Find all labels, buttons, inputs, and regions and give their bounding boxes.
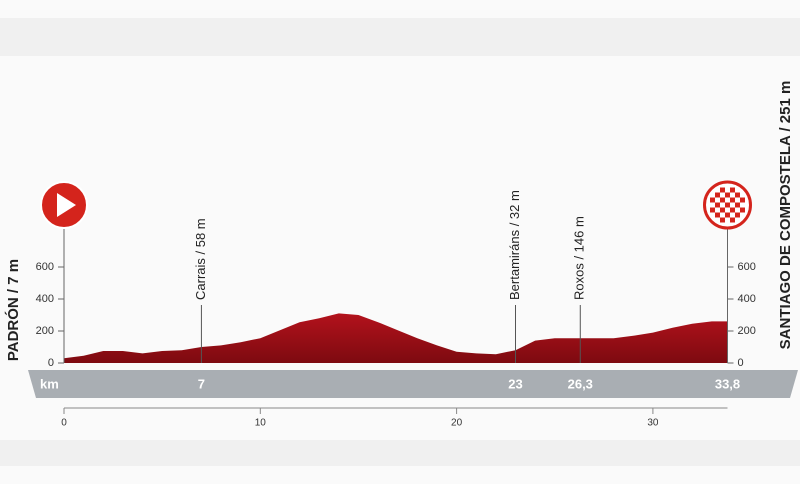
checker <box>740 207 745 213</box>
checker <box>720 207 725 213</box>
checker <box>710 207 715 213</box>
x-tick-label: 20 <box>451 418 463 429</box>
checker <box>735 212 740 218</box>
checker <box>730 217 735 223</box>
waypoint-label: Carrais / 58 m <box>193 218 208 300</box>
checker <box>715 202 720 208</box>
checker <box>725 202 730 208</box>
checker <box>730 197 735 203</box>
y-tick-label: 600 <box>738 261 756 273</box>
start-label: PADRÓN / 7 m <box>4 259 22 361</box>
checker <box>730 187 735 193</box>
start-arrow <box>57 193 76 217</box>
x-tick-label: 0 <box>61 418 67 429</box>
bottom-band <box>0 440 800 466</box>
y-tick-label: 0 <box>48 357 54 369</box>
waypoint-label: Bertamiráns / 32 m <box>507 190 522 300</box>
km-value: 23 <box>508 376 522 391</box>
checker <box>730 207 735 213</box>
km-value: 7 <box>198 376 205 391</box>
y-tick-label: 400 <box>738 293 756 305</box>
km-bar <box>28 370 798 398</box>
checker <box>715 192 720 198</box>
x-tick-label: 30 <box>647 418 659 429</box>
checker <box>725 192 730 198</box>
y-tick-label: 0 <box>738 357 744 369</box>
elevation-profile <box>64 313 728 363</box>
checker <box>725 212 730 218</box>
km-value: 26,3 <box>568 376 593 391</box>
km-value: 33,8 <box>715 376 740 391</box>
finish-label: SANTIAGO DE COMPOSTELA / 251 m <box>777 81 794 350</box>
y-tick-label: 400 <box>36 293 54 305</box>
checker <box>715 212 720 218</box>
checker <box>720 187 725 193</box>
y-tick-label: 600 <box>36 261 54 273</box>
y-tick-label: 200 <box>36 325 54 337</box>
waypoint-label: Roxos / 146 m <box>572 216 587 300</box>
checker <box>720 197 725 203</box>
checker <box>710 197 715 203</box>
x-tick-label: 10 <box>255 418 267 429</box>
checker <box>735 202 740 208</box>
y-tick-label: 200 <box>738 325 756 337</box>
checker <box>720 217 725 223</box>
top-band <box>0 18 800 56</box>
km-label: km <box>40 376 59 391</box>
checker <box>735 192 740 198</box>
checker <box>740 197 745 203</box>
